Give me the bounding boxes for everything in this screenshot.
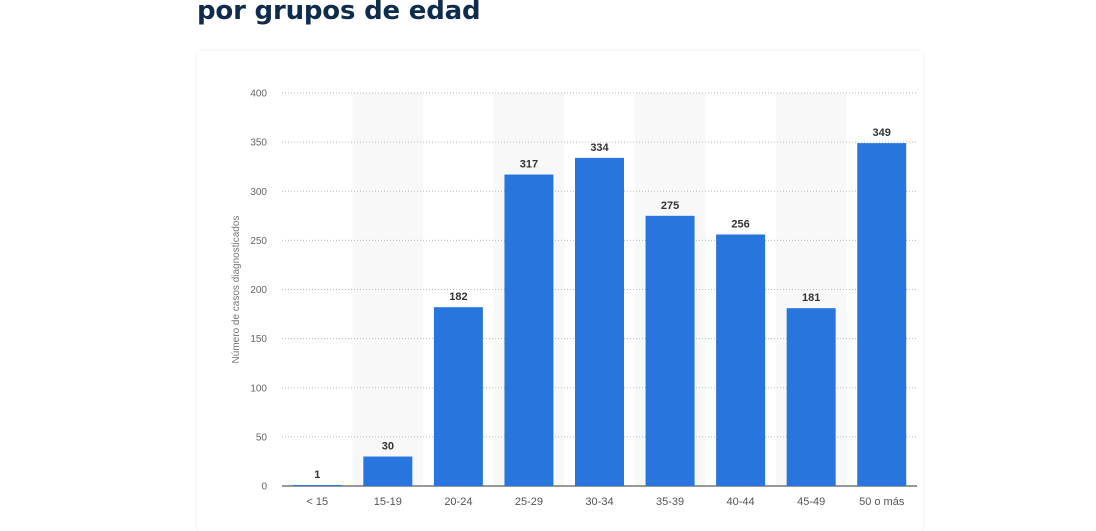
data-label: 1: [314, 469, 320, 481]
data-label: 181: [802, 292, 820, 304]
x-tick-label: 20-24: [444, 496, 472, 508]
data-label: 349: [873, 127, 891, 139]
page-title: por grupos de edad: [197, 0, 481, 26]
bar[interactable]: [786, 308, 836, 486]
bar[interactable]: [645, 215, 695, 486]
chart-card: 0 50 100 150 200 250 300 350 400 1 < 15 30 15-19 182 2…: [197, 51, 923, 531]
bar[interactable]: [433, 307, 483, 486]
y-tick-label: 200: [250, 285, 267, 296]
data-label: 317: [520, 159, 538, 171]
data-label: 30: [382, 441, 394, 453]
y-axis-title: Número de casos diagnosticados: [231, 216, 242, 364]
x-tick-label: 40-44: [727, 496, 755, 508]
labels: 0 50 100 150 200 250 300 350 400 1 < 15 30 15-19 182 2…: [250, 89, 905, 509]
bar[interactable]: [292, 485, 342, 486]
y-tick-label: 400: [250, 89, 267, 100]
y-tick-label: 150: [250, 334, 267, 345]
x-tick-label: 45-49: [797, 496, 825, 508]
x-tick-label: < 15: [306, 496, 328, 508]
x-tick-label: 30-34: [585, 496, 613, 508]
x-tick-label: 25-29: [515, 496, 543, 508]
bar-chart: 0 50 100 150 200 250 300 350 400 1 < 15 30 15-19 182 2…: [231, 89, 917, 509]
data-label: 256: [731, 218, 749, 230]
bar[interactable]: [716, 234, 766, 486]
bar[interactable]: [857, 143, 907, 487]
y-tick-label: 100: [250, 383, 267, 394]
data-label: 182: [449, 291, 467, 303]
y-tick-label: 250: [250, 236, 267, 247]
data-label: 275: [661, 200, 679, 212]
x-tick-label: 50 o más: [859, 496, 905, 508]
bar[interactable]: [504, 174, 554, 487]
bars: [292, 143, 907, 487]
data-label: 334: [590, 142, 609, 154]
y-tick-label: 0: [261, 482, 267, 493]
y-tick-label: 300: [250, 187, 267, 198]
y-tick-label: 50: [256, 432, 268, 443]
bar[interactable]: [575, 157, 624, 486]
x-tick-label: 35-39: [656, 496, 684, 508]
y-tick-label: 350: [250, 138, 267, 149]
x-tick-label: 15-19: [374, 496, 402, 508]
bar[interactable]: [363, 456, 413, 486]
